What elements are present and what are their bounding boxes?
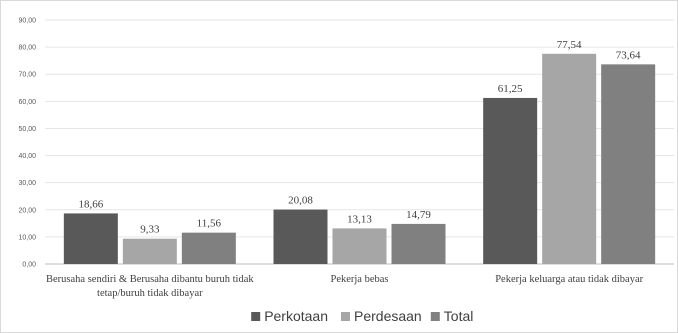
legend-label: Perkotaan [264, 308, 328, 324]
data-label: 61,25 [498, 83, 523, 95]
bar-total [391, 223, 446, 264]
y-tick-label: 0,00 [22, 262, 36, 269]
bar-total [601, 64, 656, 264]
legend-label: Perdesaan [354, 308, 422, 324]
category-label: Pekerja bebas [330, 274, 388, 285]
bar-perkotaan [63, 213, 118, 264]
data-label: 18,66 [78, 198, 103, 210]
y-tick-label: 70,00 [18, 72, 36, 79]
y-tick-label: 90,00 [18, 18, 36, 25]
bar-perdesaan [332, 228, 387, 264]
bar-perkotaan [273, 209, 328, 264]
y-tick-label: 10,00 [18, 234, 36, 241]
y-tick-label: 40,00 [18, 153, 36, 160]
category-label: Berusaha sendiri & Berusaha dibantu buru… [46, 274, 254, 285]
data-label: 13,13 [347, 213, 372, 225]
data-label: 11,56 [197, 218, 222, 230]
category-label: Pekerja keluarga atau tidak dibayar [495, 274, 643, 285]
data-label: 9,33 [140, 224, 160, 236]
data-label: 20,08 [288, 195, 313, 207]
y-tick-label: 50,00 [18, 126, 36, 133]
legend-swatch-perkotaan [251, 312, 261, 321]
bar-perdesaan [122, 238, 177, 264]
data-label: 73,64 [616, 49, 641, 61]
data-label: 77,54 [557, 39, 582, 51]
legend-label: Total [444, 308, 474, 324]
y-tick-label: 20,00 [18, 207, 36, 214]
legend-swatch-total [430, 312, 440, 321]
bar-perdesaan [542, 53, 597, 265]
y-tick-label: 60,00 [18, 99, 36, 106]
legend-swatch-perdesaan [341, 312, 350, 321]
y-tick-label: 30,00 [18, 180, 36, 187]
bar-perkotaan [483, 97, 538, 264]
y-tick-label: 80,00 [18, 45, 36, 52]
category-label: tetap/buruh tidak dibayar [97, 288, 203, 299]
data-label: 14,79 [406, 209, 431, 221]
bar-total [181, 232, 236, 264]
